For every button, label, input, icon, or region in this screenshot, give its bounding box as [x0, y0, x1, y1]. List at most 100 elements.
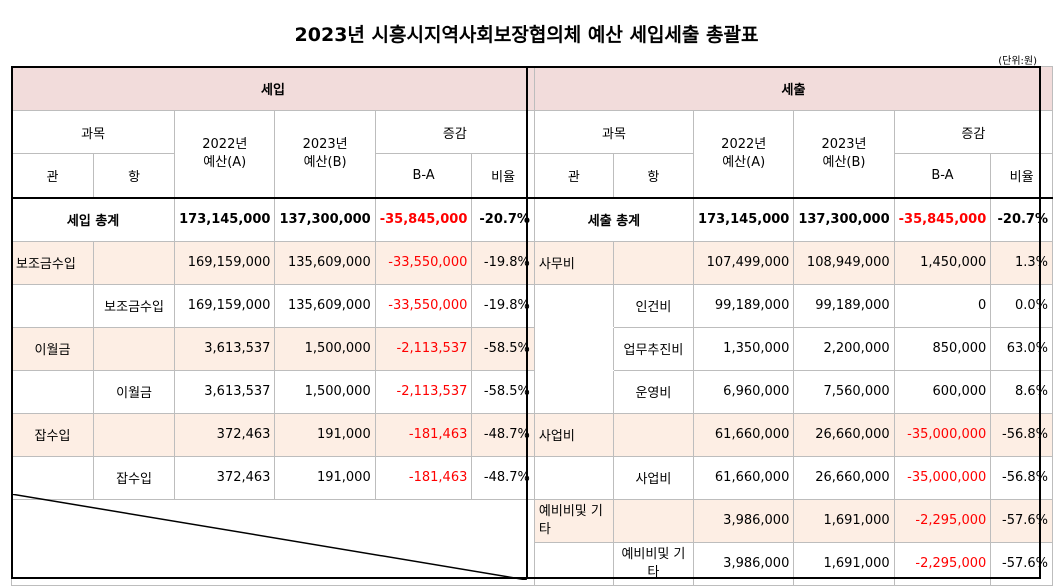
income-total-ratio: -20.7%: [471, 196, 535, 242]
expense-row-hang: [612, 498, 695, 543]
expense-row-2022: 3,986,000: [693, 498, 795, 543]
expense-row-ratio: 8.6%: [990, 369, 1053, 414]
expense-row-ratio: -57.6%: [990, 541, 1053, 586]
income-total-2022: 173,145,000: [174, 196, 276, 242]
expense-total-diff: -35,845,000: [893, 196, 992, 242]
expense-row-hang: 업무추진비: [612, 326, 695, 371]
income-row-2022: 3,613,537: [174, 326, 276, 371]
income-row-gwan: 잡수입: [11, 412, 94, 457]
income-row-2023: 135,609,000: [274, 283, 376, 328]
budget-summary-table: 세입 세출 과목 2022년 예산(A) 2023년 예산(B) 증감 과목 202…: [10, 66, 1053, 586]
expense-row-hang: 사업비: [612, 455, 695, 500]
income-total-label: 세입 총계: [10, 196, 176, 242]
unit-label: (단위:원): [998, 56, 1037, 67]
income-row-hang: 보조금수입: [92, 283, 176, 328]
expense-row-diff: -2,295,000: [893, 498, 992, 543]
expense-row-2023: 1,691,000: [793, 541, 895, 586]
expense-row-hang: [612, 240, 695, 285]
expense-row-2023: 26,660,000: [793, 412, 895, 457]
expense-row-2023: 1,691,000: [793, 498, 895, 543]
income-row-hang: 잡수입: [92, 455, 176, 500]
expense-row-ratio: 0.0%: [990, 283, 1053, 328]
expense-row-gwan: [533, 283, 614, 328]
expense-row-ratio: -56.8%: [990, 412, 1053, 457]
income-row-hang: 이월금: [92, 369, 176, 414]
income-row-ratio: -48.7%: [471, 412, 535, 457]
income-row-2022: 169,159,000: [174, 240, 276, 285]
income-2022-header: 2022년 예산(A): [174, 110, 276, 198]
income-row-diff: -181,463: [374, 455, 473, 500]
expense-total-2023: 137,300,000: [793, 196, 895, 242]
income-row-2023: 191,000: [274, 455, 376, 500]
expense-row-diff: 850,000: [893, 326, 992, 371]
income-row-hang: [92, 240, 176, 285]
expense-2022-header: 2022년 예산(A): [693, 110, 795, 198]
expense-2023-header: 2023년 예산(B): [793, 110, 895, 198]
income-subject-header: 과목: [10, 110, 176, 154]
income-hang-header: 항: [92, 153, 176, 199]
expense-total-label: 세출 총계: [533, 196, 695, 242]
expense-row-2022: 99,189,000: [693, 283, 795, 328]
expense-row-ratio: 63.0%: [990, 326, 1053, 371]
expense-row-gwan: [533, 455, 614, 500]
income-row-2022: 372,463: [174, 412, 276, 457]
expense-row-hang: [612, 412, 695, 457]
income-row-diff: -33,550,000: [374, 240, 473, 285]
income-row-gwan: 보조금수입: [11, 240, 94, 285]
expense-row-diff: -35,000,000: [893, 412, 992, 457]
income-row-ratio: -58.5%: [471, 369, 535, 414]
income-2023-header: 2023년 예산(B): [274, 110, 376, 198]
expense-row-hang: 인건비: [612, 283, 695, 328]
expense-row-hang: 예비비및 기타: [612, 541, 695, 586]
expense-total-ratio: -20.7%: [990, 196, 1053, 242]
income-row-ratio: -19.8%: [471, 240, 535, 285]
income-gwan-header: 관: [11, 153, 94, 199]
income-row-gwan: [11, 369, 94, 414]
expense-total-2022: 173,145,000: [693, 196, 795, 242]
expense-row-diff: 0: [893, 283, 992, 328]
income-row-gwan: [11, 455, 94, 500]
expense-row-2023: 7,560,000: [793, 369, 895, 414]
income-row-diff: -2,113,537: [374, 369, 473, 414]
income-row-hang: [92, 326, 176, 371]
expense-row-2022: 61,660,000: [693, 455, 795, 500]
expense-row-gwan: [533, 369, 614, 414]
expense-row-2022: 61,660,000: [693, 412, 795, 457]
income-row-2022: 372,463: [174, 455, 276, 500]
expense-diff-header: B-A: [893, 153, 992, 199]
income-row-2023: 191,000: [274, 412, 376, 457]
expense-row-2023: 26,660,000: [793, 455, 895, 500]
expense-row-gwan: [533, 326, 614, 371]
expense-row-gwan: 사무비: [533, 240, 614, 285]
expense-row-2022: 3,986,000: [693, 541, 795, 586]
expense-row-2023: 108,949,000: [793, 240, 895, 285]
expense-gwan-header: 관: [533, 153, 614, 199]
income-row-diff: -2,113,537: [374, 326, 473, 371]
expense-ratio-header: 비율: [990, 153, 1053, 199]
income-row-gwan: [11, 283, 94, 328]
income-empty-area: [11, 498, 535, 586]
expense-row-gwan: [533, 541, 614, 586]
expense-section-header: 세출: [533, 66, 1053, 111]
income-section-header: 세입: [11, 66, 535, 111]
income-row-hang: [92, 412, 176, 457]
expense-row-2022: 1,350,000: [693, 326, 795, 371]
expense-row-gwan: 예비비및 기타: [533, 498, 614, 543]
income-total-diff: -35,845,000: [374, 196, 473, 242]
income-row-ratio: -58.5%: [471, 326, 535, 371]
expense-subject-header: 과목: [533, 110, 695, 154]
income-row-2023: 1,500,000: [274, 369, 376, 414]
expense-row-diff: -35,000,000: [893, 455, 992, 500]
income-row-2022: 3,613,537: [174, 369, 276, 414]
income-ratio-header: 비율: [471, 153, 535, 199]
page-title: 2023년 시흥시지역사회보장협의체 예산 세입세출 총괄표: [294, 24, 759, 46]
income-row-gwan: 이월금: [11, 326, 94, 371]
income-change-header: 증감: [374, 110, 535, 154]
income-row-2022: 169,159,000: [174, 283, 276, 328]
income-row-diff: -181,463: [374, 412, 473, 457]
expense-row-hang: 운영비: [612, 369, 695, 414]
expense-row-ratio: 1.3%: [990, 240, 1053, 285]
expense-row-ratio: -57.6%: [990, 498, 1053, 543]
income-row-2023: 1,500,000: [274, 326, 376, 371]
expense-row-gwan: 사업비: [533, 412, 614, 457]
